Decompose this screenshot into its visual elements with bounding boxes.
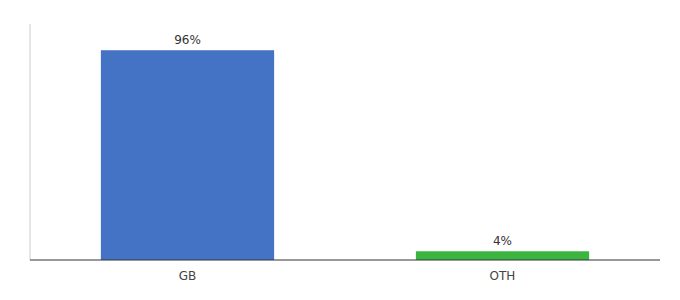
x-axis-line	[30, 260, 660, 261]
chart-container: GB OTH 96% 4%	[0, 0, 680, 300]
x-tick-label: GB	[179, 269, 197, 283]
data-label: 4%	[493, 234, 512, 248]
x-tick-label: OTH	[490, 269, 516, 283]
chart-svg: GB OTH 96% 4%	[0, 0, 680, 300]
data-label: 96%	[174, 33, 201, 47]
bars	[101, 50, 589, 260]
bar	[101, 50, 274, 260]
y-axis-line	[30, 24, 31, 260]
bar	[416, 251, 589, 260]
